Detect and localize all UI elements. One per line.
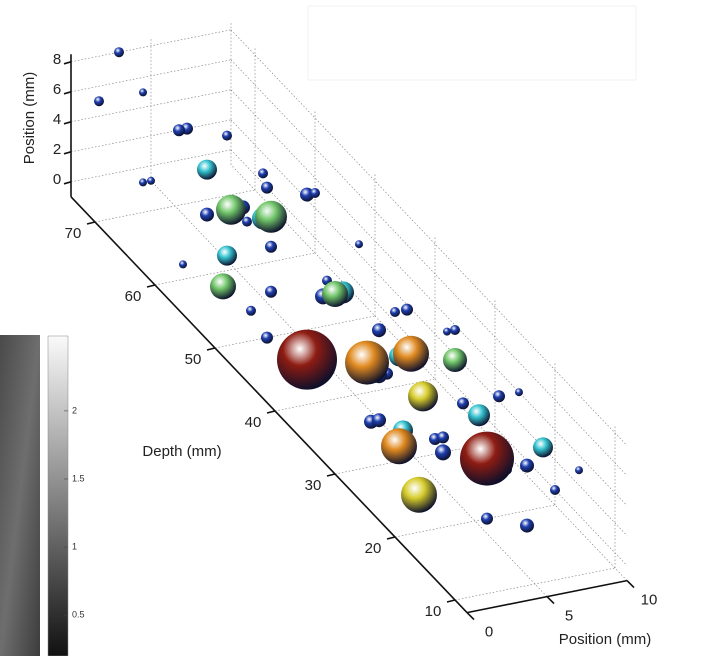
sphere: [533, 437, 553, 457]
sphere: [443, 348, 467, 372]
sphere: [443, 328, 451, 336]
y-tick-label: 50: [185, 351, 202, 368]
sphere: [173, 124, 185, 136]
tick-mark: [147, 285, 155, 287]
sphere: [261, 182, 273, 194]
grid-line: [151, 181, 547, 597]
y-tick-label: 40: [245, 414, 262, 431]
tick-mark: [387, 537, 395, 539]
z-tick-label: 2: [53, 141, 61, 158]
grid-line: [231, 120, 627, 536]
x-axis-label: Position (mm): [559, 631, 652, 648]
y-tick-label: 70: [65, 225, 82, 242]
colorbar-tick-label: 1.5: [72, 473, 85, 483]
chart: Position (mm) Depth (mm) Position (mm) 1…: [0, 0, 702, 656]
sphere: [147, 177, 155, 185]
sphere: [139, 178, 147, 186]
sphere: [179, 260, 187, 268]
sphere: [265, 241, 277, 253]
sphere: [246, 306, 256, 316]
sphere: [197, 160, 217, 180]
z-tick-label: 0: [53, 171, 61, 188]
sphere: [520, 519, 534, 533]
z-tick-label: 6: [53, 81, 61, 98]
sphere: [550, 485, 560, 495]
sphere: [372, 323, 386, 337]
sphere: [381, 428, 417, 464]
sphere: [437, 431, 449, 443]
sphere: [217, 246, 237, 266]
sphere: [520, 459, 534, 473]
sphere: [200, 208, 214, 222]
tick-mark: [447, 600, 455, 602]
x-tick-label: 5: [565, 608, 573, 625]
sphere: [310, 188, 320, 198]
tick-mark: [64, 182, 71, 184]
tick-mark: [467, 613, 474, 620]
y-axis-label: Depth (mm): [142, 443, 221, 460]
tick-mark: [64, 122, 71, 124]
sphere: [258, 168, 268, 178]
image-fragment: [0, 335, 40, 656]
tick-mark: [207, 348, 215, 350]
colorbar-tick-label: 0.5: [72, 610, 85, 620]
sphere: [216, 195, 246, 225]
sphere: [450, 325, 460, 335]
x-tick-label: 0: [485, 624, 493, 641]
sphere: [393, 336, 429, 372]
sphere: [265, 286, 277, 298]
z-tick-label: 4: [53, 111, 61, 128]
colorbar-tick-label: 1: [72, 541, 77, 551]
sphere: [481, 513, 493, 525]
blank-panel: [308, 6, 636, 80]
blank-panel: [95, 522, 155, 656]
sphere: [457, 397, 469, 409]
y-tick-label: 20: [365, 540, 382, 557]
sphere: [401, 304, 413, 316]
sphere: [460, 432, 514, 486]
sphere: [345, 341, 389, 385]
sphere: [139, 88, 147, 96]
sphere: [114, 47, 124, 57]
sphere: [277, 330, 337, 390]
page: {"chart_data": {"type": "scatter3d", "xl…: [0, 0, 702, 656]
sphere: [355, 240, 363, 248]
grid-line: [231, 90, 627, 506]
z-tick-label: 8: [53, 51, 61, 68]
grid-line: [231, 60, 627, 476]
z-axis-label: Position (mm): [21, 72, 38, 165]
colorbar: [48, 336, 68, 656]
tick-mark: [327, 474, 335, 476]
sphere: [515, 388, 523, 396]
sphere: [408, 381, 438, 411]
sphere: [468, 404, 490, 426]
sphere: [372, 413, 386, 427]
sphere: [493, 390, 505, 402]
y-tick-label: 10: [425, 603, 442, 620]
sphere: [94, 96, 104, 106]
x-tick-label: 10: [641, 592, 658, 609]
sphere: [255, 201, 287, 233]
y-tick-label: 60: [125, 288, 142, 305]
tick-mark: [64, 62, 71, 64]
tick-mark: [547, 597, 554, 604]
sphere: [322, 281, 348, 307]
sphere: [390, 307, 400, 317]
tick-mark: [64, 152, 71, 154]
grid-line: [455, 568, 615, 600]
sphere: [401, 477, 437, 513]
sphere: [242, 217, 252, 227]
sphere: [210, 273, 236, 299]
sphere: [435, 444, 451, 460]
sphere: [261, 332, 273, 344]
sphere: [575, 466, 583, 474]
tick-mark: [64, 92, 71, 94]
y-tick-label: 30: [305, 477, 322, 494]
sphere: [222, 131, 232, 141]
tick-mark: [627, 581, 634, 588]
colorbar-tick-label: 2: [72, 405, 77, 415]
tick-mark: [87, 222, 95, 224]
tick-mark: [267, 411, 275, 413]
